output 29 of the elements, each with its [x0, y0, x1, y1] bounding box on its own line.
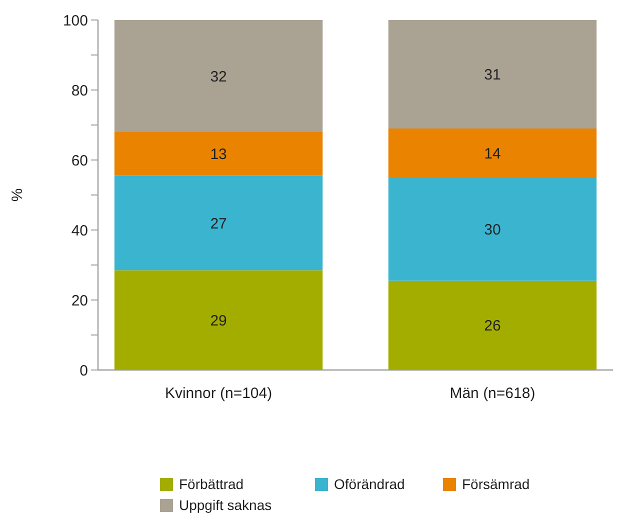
y-axis-title: % [9, 188, 26, 202]
data-label: 27 [210, 215, 227, 232]
x-tick-label: Kvinnor (n=104) [164, 385, 272, 402]
bar [388, 20, 597, 128]
y-tick-label: 20 [71, 292, 88, 310]
bar [114, 132, 323, 176]
legend-label: Förbättrad [179, 476, 244, 492]
bar [114, 20, 323, 132]
y-tick-label: 40 [71, 222, 88, 240]
legend-label: Uppgift saknas [179, 496, 272, 513]
data-label: 13 [210, 146, 227, 164]
bar [114, 176, 323, 270]
y-tick-label: 100 [62, 12, 88, 30]
data-label: 14 [484, 145, 501, 162]
bar [114, 270, 323, 370]
data-label: 32 [210, 68, 227, 86]
bar [388, 280, 597, 370]
y-tick-label: 80 [71, 82, 88, 100]
data-label: 30 [484, 221, 501, 238]
y-tick-label: 60 [71, 152, 88, 170]
bar [388, 128, 597, 178]
y-tick-label: 0 [80, 362, 88, 380]
x-tick-label: Män (n=618) [450, 385, 536, 402]
data-label: 29 [210, 312, 227, 330]
data-label: 31 [484, 66, 501, 84]
bar [388, 178, 597, 281]
legend-label: Oförändrad [334, 476, 405, 492]
legend-label: Försämrad [462, 476, 530, 492]
data-label: 26 [484, 318, 501, 335]
